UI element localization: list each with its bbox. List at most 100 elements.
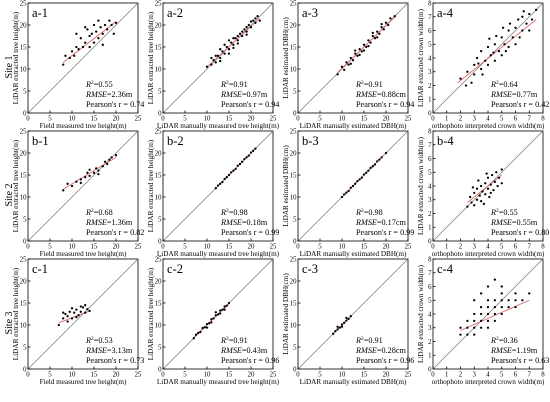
data-point — [478, 194, 481, 197]
site-labels: Site 1 Site 2 Site 3 — [4, 55, 15, 334]
y-tick-label: 25 — [290, 0, 297, 7]
x-tick-label: 15 — [361, 244, 368, 251]
y-tick-label: 6 — [428, 28, 432, 35]
data-point — [387, 23, 390, 27]
data-point — [73, 54, 76, 57]
r2-stat: R2=0.91 — [355, 336, 383, 345]
x-tick-label: 15 — [91, 116, 98, 123]
data-point — [500, 292, 503, 295]
data-point — [493, 43, 497, 46]
data-point — [232, 46, 235, 50]
data-point — [351, 59, 355, 62]
data-point — [534, 8, 538, 12]
x-tick-label: 0 — [296, 116, 300, 123]
y-tick-label: 15 — [290, 300, 297, 307]
r2-stat: R2=0.91 — [355, 80, 383, 89]
data-point — [197, 331, 200, 335]
x-tick-label: 0 — [26, 244, 30, 251]
data-point — [210, 63, 213, 66]
x-tick-label: 10 — [339, 244, 346, 251]
x-tick-label: 4 — [486, 116, 490, 123]
plot-frame — [27, 2, 139, 114]
data-point — [84, 304, 87, 307]
data-point — [247, 23, 250, 27]
fit-line — [62, 21, 117, 63]
data-point — [75, 315, 78, 319]
data-point — [489, 54, 492, 57]
data-point — [79, 37, 82, 40]
x-tick-label: 3 — [473, 116, 477, 123]
data-point — [101, 32, 104, 35]
rmse-stat: RMSE=0.43m — [220, 346, 268, 355]
data-point — [356, 54, 359, 57]
data-point — [210, 56, 213, 60]
data-point — [477, 179, 480, 182]
x-tick-label: 20 — [383, 372, 390, 379]
y-axis-title: LiDAR extracted tree height(m) — [12, 139, 20, 232]
data-point — [340, 323, 344, 326]
y-tick-label: 2 — [428, 339, 432, 346]
data-point — [380, 22, 383, 26]
data-point — [232, 169, 235, 172]
x-tick-label: 0 — [431, 116, 435, 123]
x-tick-label: 10 — [204, 372, 211, 379]
y-tick-label: 1 — [428, 225, 431, 232]
data-point — [203, 326, 206, 329]
data-point — [508, 22, 512, 25]
r2-stat: R2=0.36 — [490, 336, 518, 345]
data-point — [212, 317, 215, 320]
data-point — [114, 21, 118, 24]
data-point — [221, 180, 224, 184]
data-point — [343, 321, 346, 324]
data-point — [110, 23, 113, 27]
y-tick-label: 25 — [155, 0, 162, 7]
data-point — [497, 49, 501, 53]
y-tick-label: 20 — [20, 22, 27, 29]
data-point — [365, 45, 368, 49]
data-point — [500, 305, 503, 309]
panel-label: c-4 — [437, 262, 454, 276]
y-tick-label: 3 — [428, 325, 432, 332]
data-point — [73, 311, 76, 314]
x-tick-label: 25 — [405, 244, 412, 251]
y-tick-label: 10 — [20, 194, 27, 201]
data-point — [70, 50, 74, 53]
x-tick-label: 3 — [473, 372, 477, 379]
data-point — [252, 19, 255, 22]
x-tick-label: 5 — [183, 244, 187, 251]
data-point — [219, 56, 222, 60]
y-tick-label: 5 — [293, 344, 297, 351]
y-tick-label: 0 — [23, 366, 27, 373]
data-point — [486, 326, 490, 329]
data-point — [212, 59, 215, 62]
x-tick-label: 8 — [541, 244, 545, 251]
data-point — [336, 328, 339, 331]
data-point — [376, 160, 379, 163]
data-point — [92, 23, 96, 27]
data-point — [219, 309, 222, 312]
one-to-one-line — [27, 130, 139, 242]
y-axis-title: LiDAR estimated DBH(cm) — [282, 145, 290, 227]
data-point — [249, 20, 253, 23]
x-tick-label: 20 — [248, 244, 255, 251]
data-point — [223, 52, 226, 55]
panel-label: c-2 — [167, 262, 183, 276]
data-point — [486, 45, 490, 49]
data-point — [489, 183, 492, 186]
data-point — [236, 34, 239, 38]
data-point — [114, 154, 118, 157]
data-point — [88, 34, 91, 38]
data-point — [234, 37, 237, 40]
x-axis-title: Field measured tree height(m) — [40, 250, 127, 258]
y-axis-title: LiDAR extracted tree height(m) — [147, 267, 155, 360]
x-tick-label: 25 — [405, 116, 412, 123]
fit-line — [206, 18, 261, 68]
data-point — [507, 45, 510, 49]
data-point — [486, 176, 490, 179]
data-point — [234, 167, 237, 170]
data-point — [88, 309, 91, 313]
data-point — [493, 299, 497, 302]
data-point — [349, 56, 352, 60]
site-label-3: Site 3 — [4, 311, 15, 334]
